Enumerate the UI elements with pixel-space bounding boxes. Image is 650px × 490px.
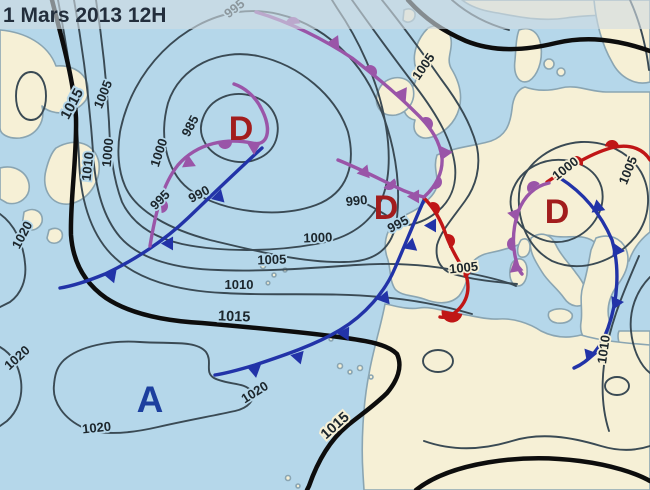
isobar-label: 1010 [594, 334, 613, 365]
isobar-1020-southwest [0, 346, 23, 427]
bold-isobar-africa-corner [413, 456, 650, 490]
isobar-1020-northwest [0, 213, 27, 308]
land-britain [402, 25, 462, 139]
isobar-1010-east [601, 255, 640, 432]
land-danish-isle-1 [543, 58, 555, 70]
cold-front-italy [558, 176, 619, 370]
isobar-label: 1000 [303, 230, 332, 246]
isobar-1000-west [95, 0, 390, 251]
isobar-1020-anticyclone [52, 340, 254, 434]
isobar-labrador-oval [15, 71, 47, 121]
land-islet-1 [21, 208, 44, 231]
land-danish-isle-2 [556, 67, 566, 77]
isobar-1000-europe [351, 0, 457, 226]
isobar-label: 1010 [79, 151, 97, 181]
land-nova-scotia [0, 166, 30, 205]
title-band [0, 0, 650, 29]
isobar-label: 1015 [218, 308, 251, 325]
isobar-1005-italy [517, 141, 649, 268]
isobar-990-extension [347, 195, 387, 216]
isobar-africa-oval-1 [422, 349, 454, 373]
isobar-africa-wavy [423, 435, 650, 451]
land-sicily [547, 308, 574, 324]
cold-front-northwest [58, 146, 264, 290]
occluded-front-ireland [254, 10, 444, 198]
cold-front-atlantic [213, 198, 426, 377]
bold-isobar-1015-west [49, 0, 402, 490]
low-center-label-italy: D [545, 193, 570, 231]
isobar-990 [163, 53, 352, 214]
land-islet-2 [46, 227, 64, 245]
isobar-africa-oval-2 [604, 376, 630, 396]
isobar-greece-arc [629, 276, 650, 374]
isobar-label: 1005 [448, 259, 478, 277]
occluded-front-spiral [148, 82, 270, 248]
isobar-label: 1020 [81, 419, 111, 437]
high-center-label-azores: A [137, 379, 164, 420]
land-canaries-madeira [284, 336, 374, 489]
isobar-label: 1010 [225, 277, 254, 292]
low-center-label-biscay: D [374, 189, 399, 227]
isobar-1005-europe [381, 0, 518, 285]
low-center-label-atlantic: D [229, 110, 254, 148]
isobar-label: 1000 [99, 138, 116, 168]
map-date-title: 1 Mars 2013 12H [3, 4, 166, 27]
isobar-label: 1005 [257, 252, 286, 268]
land-corsica [516, 238, 531, 258]
isobar-label: 990 [345, 192, 368, 209]
isobar-985 [200, 93, 279, 163]
isobar-1005-west [73, 0, 517, 287]
pressure-center-layer: D D D A [137, 110, 570, 420]
